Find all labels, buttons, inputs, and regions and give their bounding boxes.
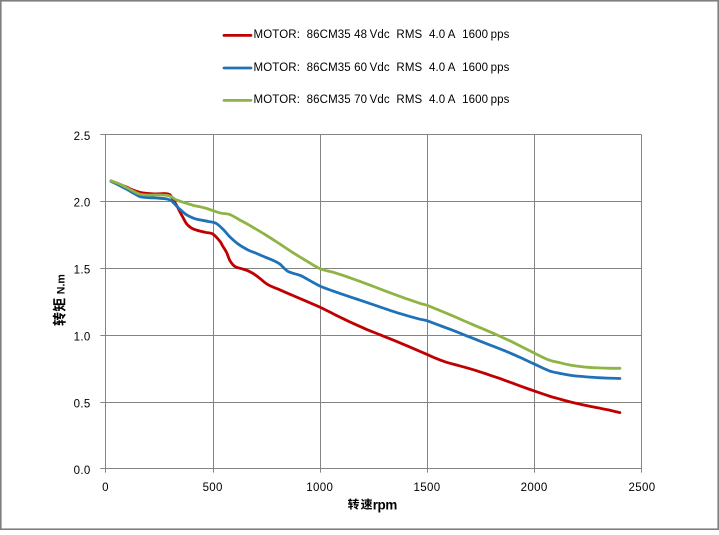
svg-text:1500: 1500 <box>414 482 441 494</box>
svg-text:MOTOR: 86CM35 48 Vdc RMS 4.: MOTOR: 86CM35 48 Vdc RMS 4.0 A 1600 pps <box>254 29 510 41</box>
svg-text:2.0: 2.0 <box>74 198 91 210</box>
svg-text:rpm: rpm <box>373 498 398 513</box>
svg-text:1.0: 1.0 <box>74 331 91 343</box>
svg-text:MOTOR: 86CM35 60 Vdc RMS 4.: MOTOR: 86CM35 60 Vdc RMS 4.0 A 1600 pps <box>254 62 510 74</box>
svg-text:MOTOR: 86CM35 70 Vdc RMS 4.: MOTOR: 86CM35 70 Vdc RMS 4.0 A 1600 pps <box>254 94 510 106</box>
svg-text:0.0: 0.0 <box>74 465 91 477</box>
svg-text:0.5: 0.5 <box>74 398 91 410</box>
svg-text:N.m: N.m <box>56 274 68 294</box>
svg-text:2.5: 2.5 <box>74 131 91 143</box>
svg-text:1.5: 1.5 <box>74 265 91 277</box>
svg-text:0: 0 <box>102 482 109 494</box>
svg-text:2500: 2500 <box>629 482 656 494</box>
svg-text:1000: 1000 <box>306 482 333 494</box>
svg-text:2000: 2000 <box>521 482 548 494</box>
svg-text:500: 500 <box>203 482 223 494</box>
